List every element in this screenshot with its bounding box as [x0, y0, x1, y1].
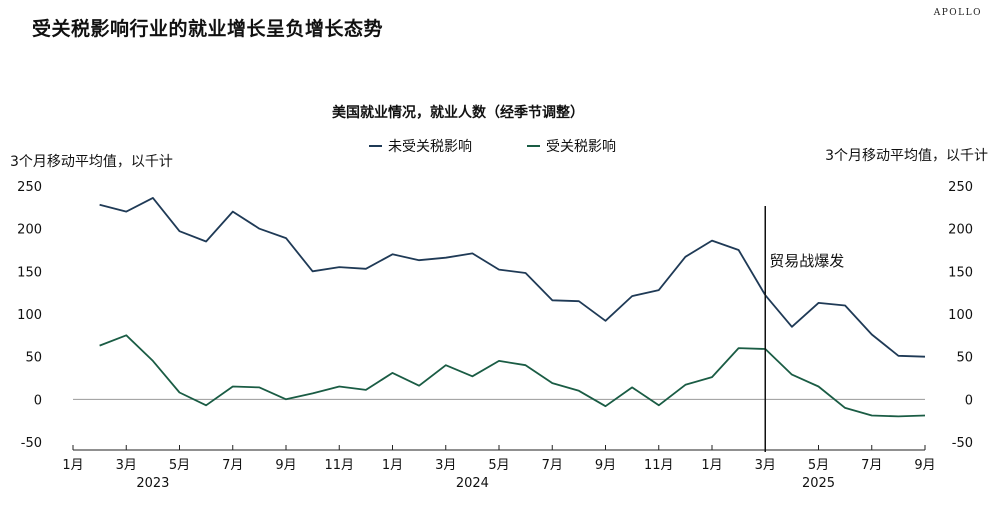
legend-label-not-affected: 未受关税影响: [388, 139, 472, 155]
x-year-label: 2023: [136, 476, 169, 491]
y-left-tick-label: 50: [25, 351, 42, 366]
x-year-label: 2025: [802, 476, 835, 491]
x-tick-label: 5月: [488, 458, 509, 473]
y-axis-right: -50 0 50 100 150 200 250: [948, 180, 973, 451]
y-right-tick-label: 100: [948, 308, 973, 323]
trade-war-annotation: 贸易战爆发: [764, 206, 844, 452]
x-tick-label: 7月: [861, 458, 882, 473]
x-year-label: 2024: [456, 476, 489, 491]
y-right-tick-label: 150: [948, 265, 973, 280]
x-tick-label: 5月: [808, 458, 829, 473]
legend-label-affected: 受关税影响: [546, 139, 616, 155]
x-tick-label: 9月: [914, 458, 935, 473]
x-tick-label: 3月: [435, 458, 456, 473]
series-layer: [99, 196, 926, 418]
y-left-tick-label: 150: [17, 265, 42, 280]
chart-title: 美国就业情况，就业人数（经季节调整）: [332, 104, 584, 121]
x-tick-label: 1月: [62, 458, 83, 473]
x-tick-label: 11月: [644, 458, 674, 473]
legend: 未受关税影响 受关税影响: [369, 139, 616, 155]
y-axis-right-title: 3个月移动平均值，以千计: [825, 148, 988, 164]
x-tick-label: 1月: [382, 458, 403, 473]
y-axis-left: -50 0 50 100 150 200 250: [17, 180, 42, 451]
x-tick-label: 3月: [755, 458, 776, 473]
x-tick-label: 9月: [275, 458, 296, 473]
y-left-tick-label: 200: [17, 223, 42, 238]
y-right-tick-label: -50: [952, 436, 973, 451]
y-axis-left-title: 3个月移动平均值，以千计: [10, 154, 173, 170]
y-right-tick-label: 0: [965, 393, 973, 408]
page-title: 受关税影响行业的就业增长呈负增长态势: [32, 18, 384, 40]
x-tick-label: 11月: [324, 458, 354, 473]
x-tick-label: 7月: [222, 458, 243, 473]
y-left-tick-label: 250: [17, 180, 42, 195]
x-axis: 1月 3月 5月 7月 9月 11月 1月 3月 5月 7月 9月 11月 1月 3月 5月 7月 9月 2023…: [62, 398, 936, 491]
brand-logo-text: APOLLO: [933, 8, 982, 18]
x-tick-label: 5月: [169, 458, 190, 473]
y-right-tick-label: 200: [948, 223, 973, 238]
y-right-tick-label: 250: [948, 180, 973, 195]
trade-war-label: 贸易战爆发: [769, 252, 844, 270]
series-line-not-affected: [99, 196, 926, 358]
series-line-affected: [99, 334, 926, 418]
y-left-tick-label: -50: [21, 436, 42, 451]
x-tick-label: 9月: [595, 458, 616, 473]
y-left-tick-label: 0: [34, 393, 42, 408]
y-right-tick-label: 50: [956, 351, 973, 366]
x-tick-label: 3月: [116, 458, 137, 473]
x-tick-label: 7月: [542, 458, 563, 473]
y-left-tick-label: 100: [17, 308, 42, 323]
x-tick-label: 1月: [701, 458, 722, 473]
